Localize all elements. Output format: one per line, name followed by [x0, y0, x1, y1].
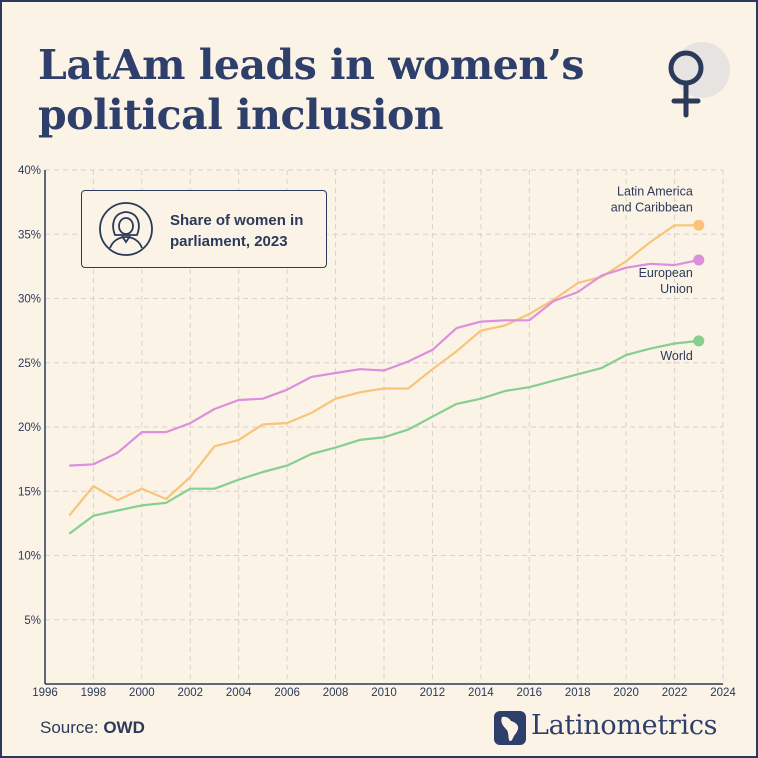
y-tick-label-20: 20%: [18, 422, 41, 434]
x-tick-label-2008: 2008: [323, 687, 349, 699]
x-tick-label-2020: 2020: [613, 687, 639, 699]
series-endpoint-latin-america-and-caribbean: [693, 219, 705, 231]
x-tick-label-2000: 2000: [129, 687, 155, 699]
x-tick-label-2016: 2016: [516, 687, 542, 699]
y-tick-label-30: 30%: [18, 294, 41, 306]
legend-line-2: parliament, 2023: [170, 233, 288, 250]
title-line-1: LatAm leads in women’s: [38, 41, 584, 89]
y-tick-label-35: 35%: [18, 229, 41, 241]
source-note: Source: OWD: [40, 718, 145, 738]
series-endpoint-european-union: [693, 254, 705, 266]
y-tick-label-5: 5%: [24, 615, 41, 627]
x-tick-label-2018: 2018: [565, 687, 591, 699]
series-label-world: World: [660, 349, 692, 363]
series-line-latin-america-and-caribbean: [68, 224, 699, 517]
page-title: LatAm leads in women’s political inclusi…: [38, 40, 638, 140]
series-label-european-union: European Union: [639, 266, 693, 296]
y-tick-label-40: 40%: [18, 165, 41, 177]
x-tick-label-1996: 1996: [32, 687, 58, 699]
series-line-european-union: [69, 258, 700, 467]
legend-line-1: Share of women in: [170, 212, 304, 229]
source-name: OWD: [103, 718, 145, 737]
series-line-world: [68, 339, 699, 535]
title-line-2: political inclusion: [38, 91, 444, 139]
brand-name: Latinometrics: [531, 710, 718, 741]
x-tick-label-2002: 2002: [177, 687, 203, 699]
x-tick-label-2014: 2014: [468, 687, 494, 699]
x-tick-label-1998: 1998: [81, 687, 107, 699]
series-endpoint-world: [693, 335, 705, 347]
y-tick-label-25: 25%: [18, 358, 41, 370]
y-tick-label-15: 15%: [18, 486, 41, 498]
legend-box: Share of women in parliament, 2023: [81, 190, 327, 268]
x-tick-label-2022: 2022: [662, 687, 688, 699]
x-tick-label-2012: 2012: [420, 687, 446, 699]
x-tick-label-2010: 2010: [371, 687, 397, 699]
x-tick-label-2006: 2006: [274, 687, 300, 699]
brand-logo: Latinometrics: [494, 708, 744, 748]
female-symbol-icon: [668, 42, 730, 118]
y-tick-label-10: 10%: [18, 551, 41, 563]
source-prefix: Source:: [40, 718, 104, 737]
latin-america-map-icon: [494, 711, 526, 745]
woman-avatar-icon: [99, 202, 153, 256]
x-tick-label-2024: 2024: [710, 687, 736, 699]
line-chart: 5% 10% 15% 20% 25% 30% 35% 40% 1996 1998 2000 2002 2…: [18, 165, 736, 699]
x-tick-label-2004: 2004: [226, 687, 252, 699]
series-label-latin-america-and-caribbean: Latin America and Caribbean: [611, 184, 693, 214]
